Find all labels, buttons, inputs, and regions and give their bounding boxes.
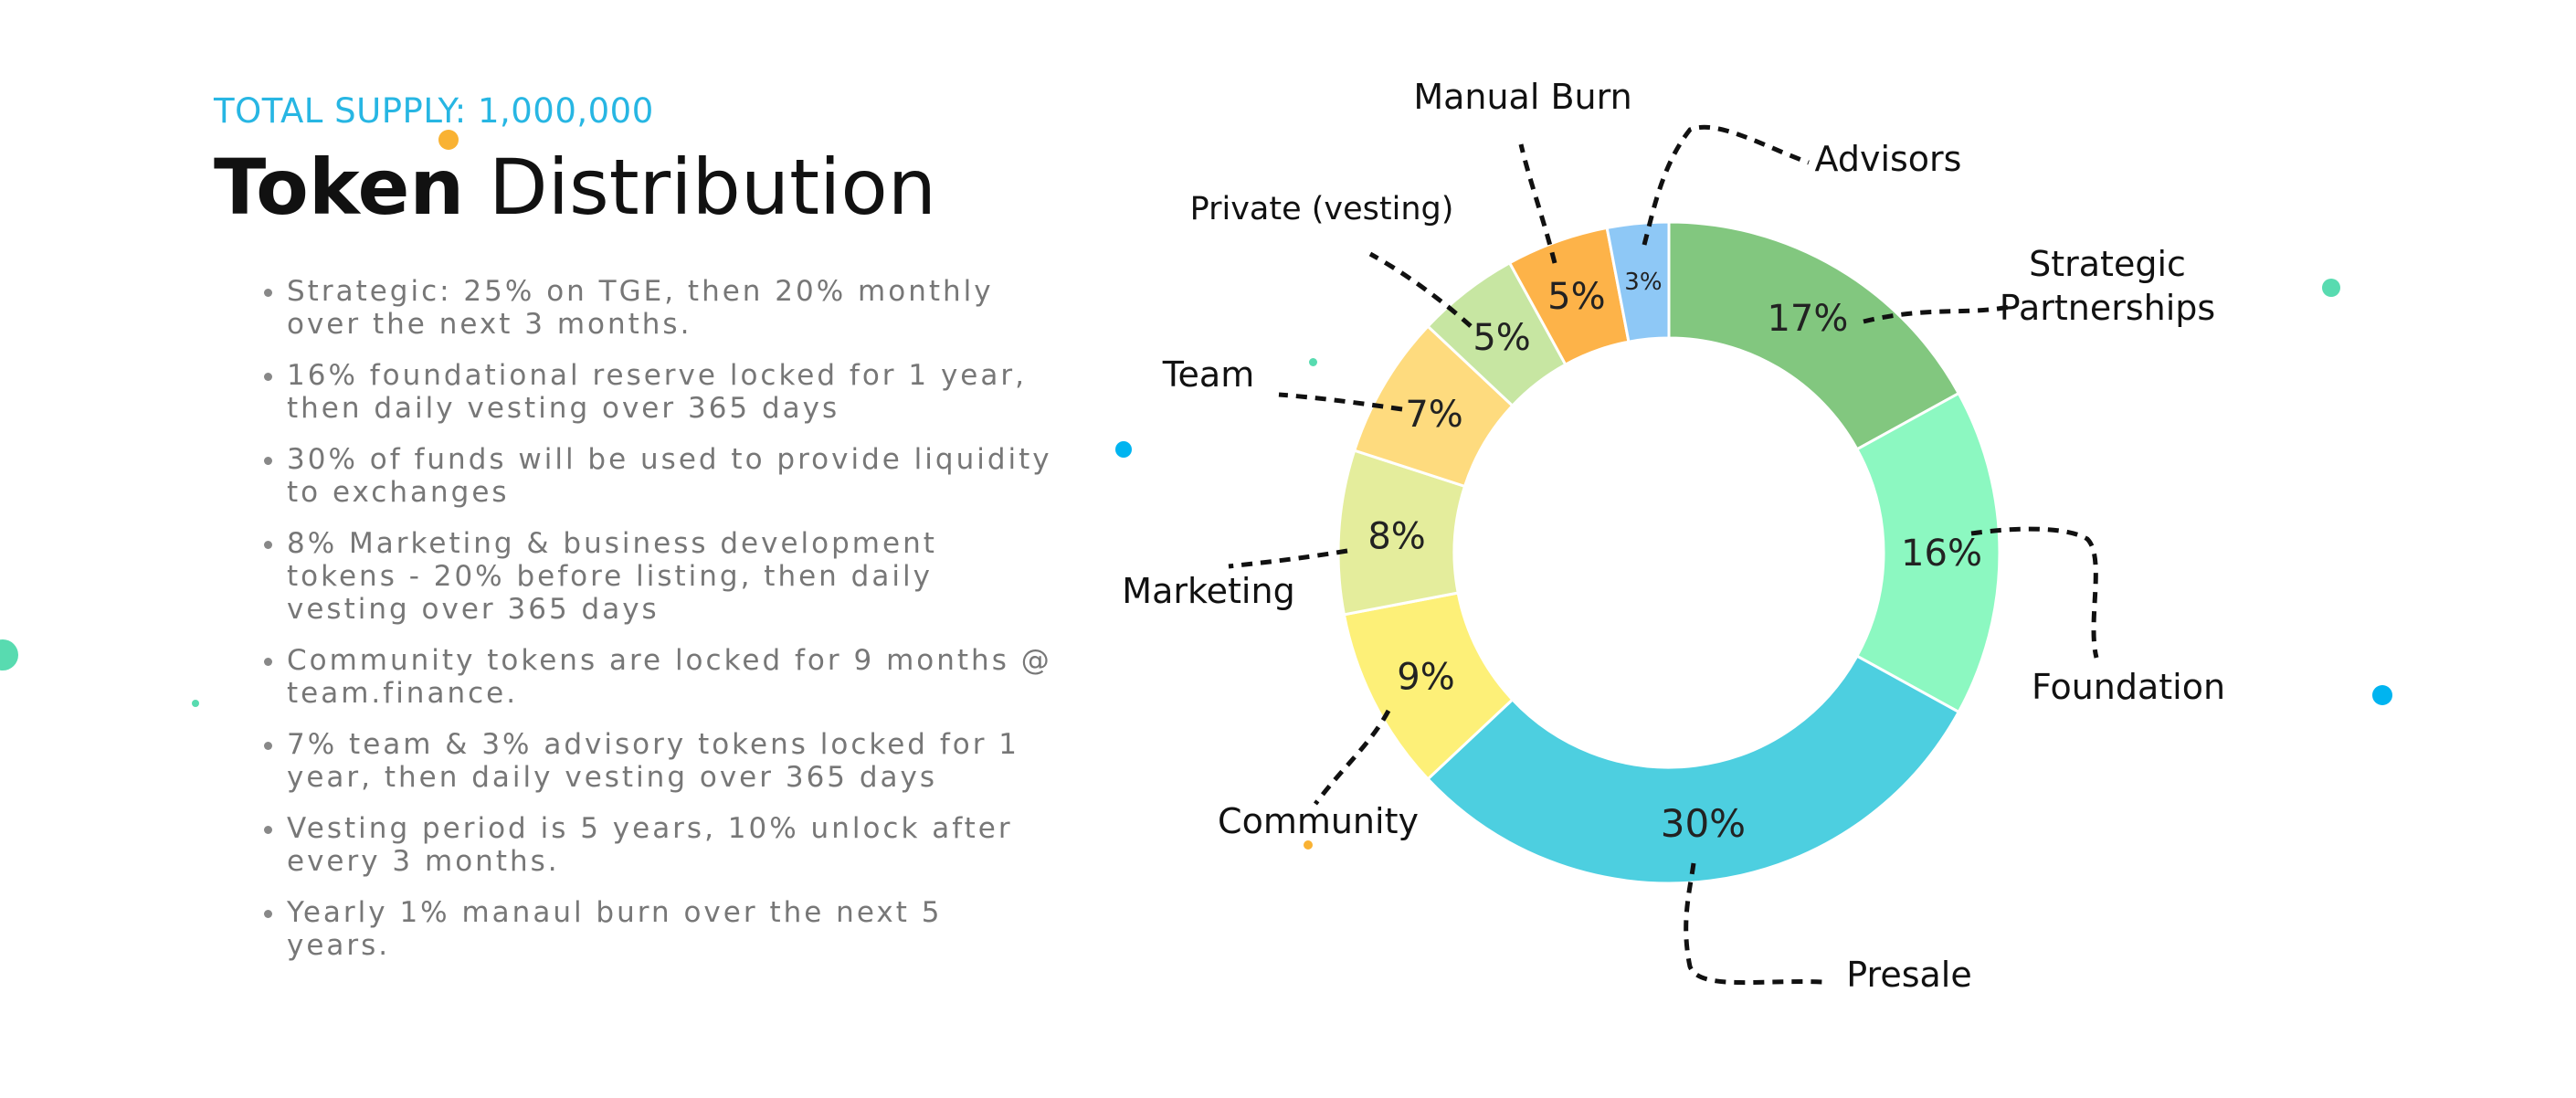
leader-line <box>1518 143 1557 264</box>
note-item: 16% foundational reserve locked for 1 ye… <box>287 359 1054 425</box>
note-item: Strategic: 25% on TGE, then 20% monthly … <box>287 275 1054 341</box>
category-label: Foundation <box>2032 667 2225 707</box>
slice-percent-label: 7% <box>1405 394 1462 436</box>
note-item: Community tokens are locked for 9 months… <box>287 644 1054 710</box>
category-label: Advisors <box>1815 139 1962 179</box>
decor-dot <box>192 700 199 707</box>
leader-line <box>1642 124 1810 246</box>
note-item: 7% team & 3% advisory tokens locked for … <box>287 728 1054 794</box>
category-label: Manual Burn <box>1413 77 1631 117</box>
decor-dot <box>1309 358 1317 366</box>
slice-percent-label: 3% <box>1624 269 1662 296</box>
title-rest: Distribution <box>488 143 936 232</box>
category-label: Strategic Partnerships <box>2000 244 2215 328</box>
slice-percent-label: 9% <box>1397 657 1454 699</box>
slice-percent-label: 5% <box>1473 317 1530 359</box>
category-label: Private (vesting) <box>1190 191 1454 227</box>
note-item: Vesting period is 5 years, 10% unlock af… <box>287 812 1054 878</box>
slice-percent-label: 8% <box>1367 515 1425 557</box>
category-label: Presale <box>1846 955 1971 995</box>
leader-line <box>1684 862 1823 986</box>
slice-percent-label: 5% <box>1547 276 1605 318</box>
slice-advisors <box>1605 220 1671 343</box>
note-item: Yearly 1% manaul burn over the next 5 ye… <box>287 896 1054 962</box>
slice-strategic-partnerships <box>1667 220 1961 451</box>
note-item: 8% Marketing & business development toke… <box>287 527 1054 626</box>
decor-dot <box>2322 279 2340 297</box>
leader-line <box>1368 251 1473 328</box>
category-label: Team <box>1162 354 1254 395</box>
decor-dot <box>1304 840 1313 850</box>
notes-list: Strategic: 25% on TGE, then 20% monthly … <box>287 275 1054 962</box>
note-item: 30% of funds will be used to provide liq… <box>287 443 1054 509</box>
leader-line <box>1863 304 2011 324</box>
category-label: Marketing <box>1122 571 1294 611</box>
slice-percent-label: 17% <box>1767 298 1848 340</box>
total-supply: TOTAL SUPPLY: 1,000,000 <box>214 91 654 131</box>
decor-dot <box>2372 685 2392 705</box>
leader-line <box>1970 526 2099 659</box>
decor-dot <box>0 639 18 670</box>
slice-percent-label: 16% <box>1901 533 1982 575</box>
decor-dot <box>438 130 459 150</box>
title-strong: Token <box>214 143 465 232</box>
page-title: Token Distribution <box>214 145 1054 229</box>
leader-line <box>1314 709 1391 806</box>
info-panel: TOTAL SUPPLY: 1,000,000 Token Distributi… <box>214 91 1054 980</box>
slice-percent-label: 30% <box>1661 801 1746 846</box>
leader-line <box>1278 392 1403 412</box>
leader-line <box>1228 548 1348 569</box>
category-label: Community <box>1218 801 1419 841</box>
decor-dot <box>1115 441 1132 458</box>
slice-presale <box>1425 654 1961 885</box>
